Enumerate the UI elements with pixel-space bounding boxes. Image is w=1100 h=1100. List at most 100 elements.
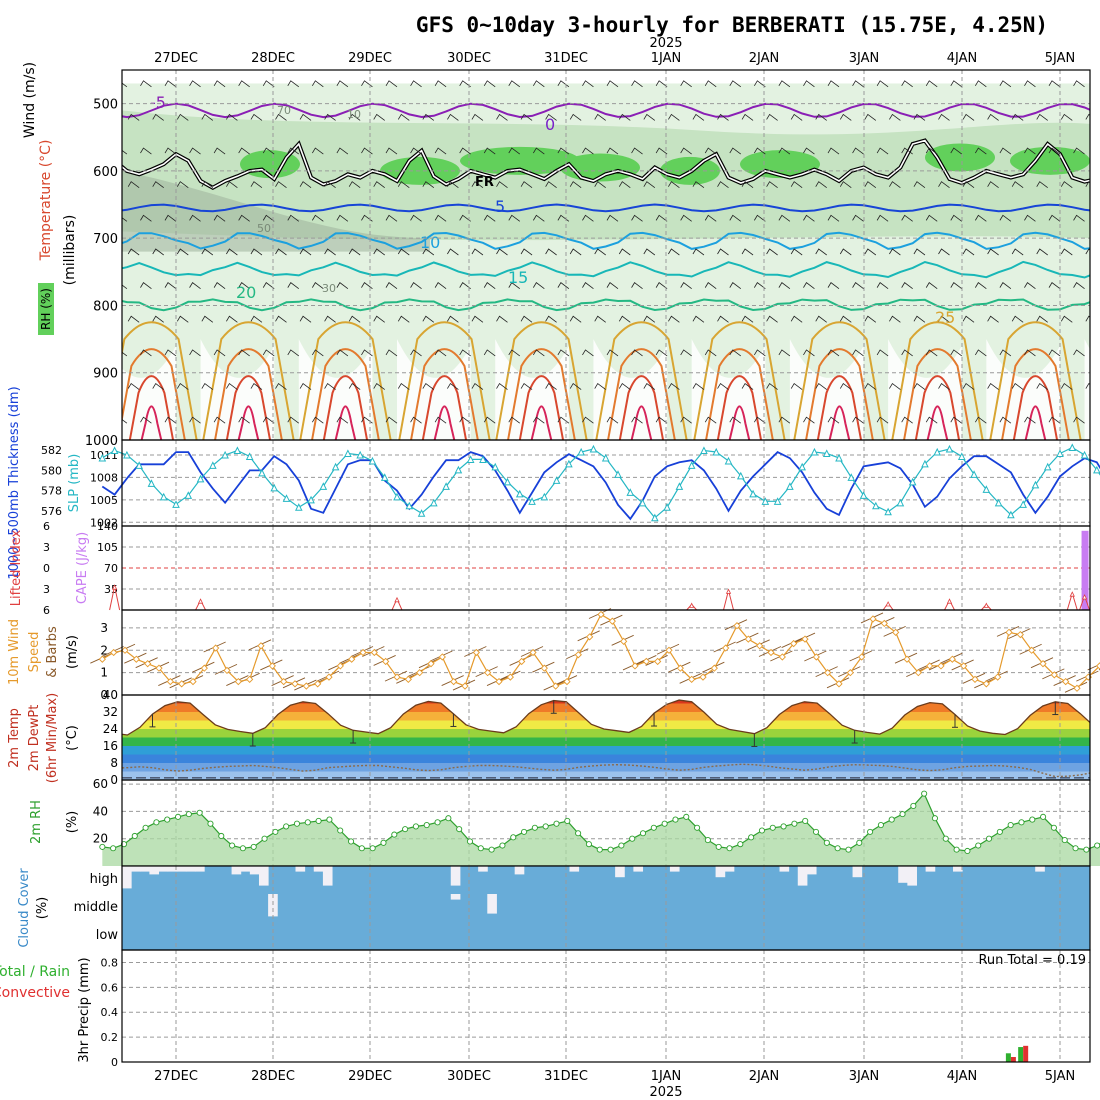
wind10-marker [824, 668, 832, 677]
wind10-marker [665, 646, 673, 654]
rh2m-marker [888, 816, 895, 823]
wind-barb [189, 349, 201, 357]
wind-barb [741, 113, 754, 121]
slp-marker [454, 465, 463, 474]
wind-barb [938, 113, 950, 121]
wind-barb [803, 282, 815, 289]
wind-barb [545, 382, 557, 390]
rh2m-marker [845, 846, 852, 853]
wind-barb [122, 284, 128, 289]
wind-barb [729, 282, 742, 289]
wind-barb [201, 113, 214, 121]
rh2m-marker [1083, 846, 1090, 853]
wind-barb [594, 181, 606, 189]
wind-barb [950, 416, 963, 424]
wind-barb [864, 113, 877, 121]
wind-barb [741, 248, 754, 256]
wind10-marker [982, 680, 990, 688]
temperature-label: 5 [495, 197, 505, 216]
rh2m-marker [423, 821, 430, 829]
temperature-loop [716, 375, 763, 440]
rh2m-marker [218, 832, 225, 840]
temp-band [122, 754, 1090, 763]
wind-barb [938, 248, 950, 256]
thickness-tick: 576 [41, 505, 62, 518]
rh2m-marker [661, 820, 668, 827]
wind-barb [311, 147, 324, 155]
temperature-loop [1012, 375, 1059, 440]
slp-axis-label: SLP (mb) [67, 454, 82, 513]
date-tick-top: 27DEC [154, 51, 198, 66]
temperature-loop [128, 375, 175, 440]
wind-barb [311, 282, 324, 289]
wind-barb [778, 147, 791, 155]
slp-marker [1043, 462, 1052, 471]
wind10-marker [382, 657, 390, 666]
wind-barb [410, 416, 422, 424]
slp-marker [307, 495, 315, 504]
wind-barb [385, 282, 398, 289]
wind-barb [1085, 382, 1090, 389]
wind-barb [643, 248, 656, 256]
rh-axis-label: RH (%) [39, 288, 53, 330]
wind-barb [311, 80, 324, 88]
rh2m-marker [953, 846, 960, 853]
wind-barb [226, 113, 238, 121]
wind-barb [569, 181, 582, 189]
wind-barb [336, 147, 349, 155]
wind-barb [104, 249, 115, 255]
slp-marker [405, 501, 414, 510]
wind-barb [680, 416, 692, 424]
wind-barb [348, 181, 361, 189]
cloud-high-gap [322, 866, 333, 886]
wind-barb [1036, 315, 1048, 323]
wind-barb [753, 349, 766, 357]
wind10-axis-label: 10m Wind [7, 619, 22, 685]
cloud-high-gap [797, 866, 808, 886]
wind-barb [778, 416, 791, 424]
wind-barb [348, 113, 361, 121]
slp-marker [736, 471, 745, 480]
wind-barb [852, 416, 864, 424]
wind-barb [803, 349, 815, 357]
wind-barb [631, 214, 643, 222]
wind-barb [803, 214, 815, 222]
wind-barb [1073, 349, 1085, 357]
slp-marker [552, 476, 561, 484]
temperature-loop [989, 321, 1082, 440]
wind-barb [999, 349, 1012, 357]
temperature-loop [607, 348, 676, 440]
lifted-tick: 3 [43, 583, 50, 596]
rh2m-marker [283, 823, 290, 830]
wind-barb [557, 282, 570, 289]
cape-tick: 105 [97, 541, 118, 554]
wind-barb [1060, 248, 1073, 256]
wind-barb [104, 384, 115, 390]
temperature-label: 20 [236, 283, 256, 302]
temp-band [122, 746, 1090, 755]
dewpt-line [122, 763, 1090, 778]
rh2m-marker [477, 845, 484, 852]
wind-barb [606, 214, 619, 222]
wind-barb [496, 248, 508, 256]
slp-marker [159, 492, 168, 501]
wind-barb [189, 214, 201, 222]
wind-barb [238, 416, 250, 424]
cloud-high-gap [295, 866, 306, 872]
wind-barb [122, 351, 128, 357]
cloud-high-gap [249, 866, 260, 875]
temperature-contour [122, 260, 1090, 279]
slp-marker [233, 446, 242, 454]
wind-barb [385, 214, 398, 222]
wind-barb [226, 382, 238, 390]
slp-marker [1056, 449, 1064, 457]
wind-barb [643, 113, 656, 121]
cloud-high-gap [313, 866, 324, 872]
wind-barb [508, 80, 521, 88]
wind-barb [1048, 349, 1061, 357]
wind-barb [1024, 214, 1036, 222]
wind10-unit-label: (m/s) [65, 635, 80, 669]
wind-barb [496, 315, 508, 323]
slp-marker [859, 491, 868, 499]
